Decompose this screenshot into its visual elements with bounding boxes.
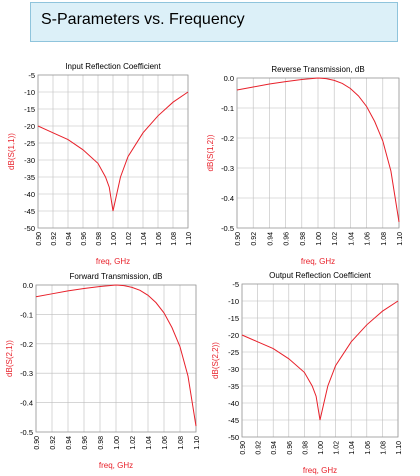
y-tick-label: -45 [24,207,35,216]
x-axis-label: freq, GHz [301,257,335,266]
x-axis-label: freq, GHz [99,461,133,470]
y-tick-label: -10 [228,297,239,306]
series-line [37,91,189,212]
y-tick-label: 0.0 [224,74,234,83]
x-tick-label: 0.92 [256,441,263,455]
x-tick-label: 1.06 [365,232,372,246]
x-tick-label: 1.06 [162,436,169,450]
y-tick-label: -20 [24,122,35,131]
x-tick-label: 0.98 [300,232,307,246]
x-tick-label: 0.98 [96,232,103,246]
x-tick-label: 1.02 [126,232,133,246]
x-tick-label: 0.90 [34,436,41,450]
x-tick-label: 1.10 [194,436,201,450]
y-tick-label: -30 [24,156,35,165]
y-tick-label: -0.4 [221,194,234,203]
y-tick-label: -0.2 [20,340,33,349]
y-tick-label: -15 [24,105,35,114]
x-tick-label: 1.04 [349,441,356,455]
x-tick-label: 1.02 [334,441,341,455]
y-tick-label: -0.3 [20,369,33,378]
x-tick-label: 0.98 [302,441,309,455]
x-tick-label: 1.00 [316,232,323,246]
y-tick-label: 0.0 [23,281,33,290]
series-line [241,300,399,421]
x-tick-label: 0.92 [51,232,58,246]
chart-title: Forward Transmission, dB [70,272,163,281]
x-tick-label: 1.06 [156,232,163,246]
x-tick-label: 0.90 [36,232,43,246]
x-tick-label: 1.08 [380,441,387,455]
y-tick-label: -5 [28,71,35,80]
y-tick-label: -0.1 [221,104,234,113]
y-axis-label: dB(S(2,1)) [5,340,14,377]
y-tick-label: -0.5 [20,428,33,437]
chart-title: Output Reflection Coefficient [269,271,371,280]
x-tick-label: 0.90 [235,232,242,246]
x-tick-label: 1.10 [397,232,404,246]
x-axis-label: freq, GHz [303,466,337,475]
x-tick-label: 0.98 [98,436,105,450]
y-tick-label: -0.4 [20,399,33,408]
y-tick-label: -45 [228,416,239,425]
y-axis-label: dB(S(1,2)) [206,134,215,171]
x-tick-label: 0.90 [240,441,247,455]
y-tick-label: -25 [228,348,239,357]
chart-title: Input Reflection Coefficient [65,62,161,71]
plot-frame [37,74,189,229]
page-title-box: S-Parameters vs. Frequency [30,2,398,42]
x-tick-label: 1.08 [178,436,185,450]
y-tick-label: -10 [24,88,35,97]
x-tick-label: 1.00 [114,436,121,450]
page-title: S-Parameters vs. Frequency [41,11,245,28]
y-tick-label: -25 [24,139,35,148]
y-tick-label: -40 [228,399,239,408]
x-tick-label: 0.94 [66,232,73,246]
y-tick-label: -30 [228,365,239,374]
y-tick-label: -0.2 [221,134,234,143]
x-tick-label: 1.08 [171,232,178,246]
chart-title: Reverse Transmission, dB [271,65,364,74]
x-tick-label: 1.10 [396,441,403,455]
x-tick-label: 1.10 [186,232,193,246]
plot-frame [241,283,399,438]
y-tick-label: -0.5 [221,224,234,233]
x-tick-label: 0.94 [66,436,73,450]
series-line [35,284,197,427]
y-tick-label: -20 [228,331,239,340]
y-axis-label: dB(S(1,1)) [7,133,16,170]
y-tick-label: -0.1 [20,310,33,319]
x-tick-label: 1.06 [365,441,372,455]
x-tick-label: 1.02 [130,436,137,450]
x-tick-label: 1.08 [381,232,388,246]
x-tick-label: 0.96 [82,436,89,450]
y-tick-label: -40 [24,190,35,199]
x-axis-label: freq, GHz [96,257,130,266]
x-tick-label: 0.96 [284,232,291,246]
series-line [236,77,400,223]
x-tick-label: 0.94 [271,441,278,455]
x-tick-label: 0.92 [251,232,258,246]
y-tick-label: -50 [228,433,239,442]
y-tick-label: -35 [228,382,239,391]
y-tick-label: -15 [228,314,239,323]
x-tick-label: 0.96 [287,441,294,455]
x-tick-label: 0.92 [50,436,57,450]
y-axis-label: dB(S(2,2)) [211,342,220,379]
y-tick-label: -50 [24,224,35,233]
y-tick-label: -5 [232,280,239,289]
y-tick-label: -0.3 [221,164,234,173]
x-tick-label: 1.04 [348,232,355,246]
x-tick-label: 1.04 [146,436,153,450]
x-tick-label: 1.00 [318,441,325,455]
x-tick-label: 1.02 [332,232,339,246]
x-tick-label: 0.94 [267,232,274,246]
x-tick-label: 0.96 [81,232,88,246]
x-tick-label: 1.00 [111,232,118,246]
y-tick-label: -35 [24,173,35,182]
x-tick-label: 1.04 [141,232,148,246]
